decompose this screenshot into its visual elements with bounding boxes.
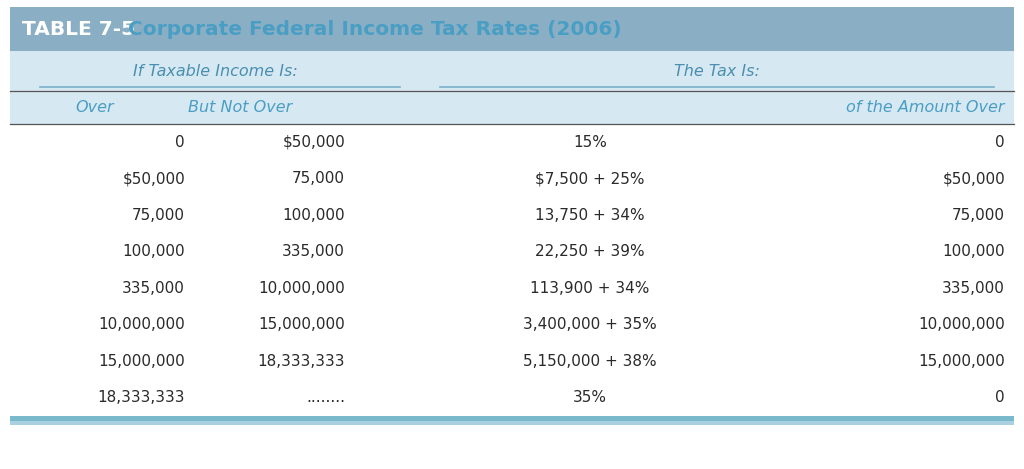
Text: of the Amount Over: of the Amount Over <box>847 100 1005 115</box>
Text: 35%: 35% <box>573 390 607 405</box>
Text: 113,900 + 34%: 113,900 + 34% <box>530 281 649 296</box>
Text: The Tax Is:: The Tax Is: <box>674 63 760 78</box>
Text: 75,000: 75,000 <box>292 171 345 186</box>
Text: 13,750 + 34%: 13,750 + 34% <box>536 208 645 223</box>
Text: ........: ........ <box>306 390 345 405</box>
Bar <box>10 416 1014 421</box>
Text: 75,000: 75,000 <box>952 208 1005 223</box>
Text: TABLE 7-5: TABLE 7-5 <box>22 20 135 38</box>
Text: 3,400,000 + 35%: 3,400,000 + 35% <box>523 317 656 332</box>
Text: 75,000: 75,000 <box>132 208 185 223</box>
Text: 0: 0 <box>175 135 185 150</box>
Text: 15,000,000: 15,000,000 <box>98 354 185 369</box>
Text: But Not Over: But Not Over <box>187 100 292 115</box>
Text: 335,000: 335,000 <box>283 244 345 259</box>
Text: If Taxable Income Is:: If Taxable Income Is: <box>133 63 297 78</box>
Text: $50,000: $50,000 <box>283 135 345 150</box>
Text: 100,000: 100,000 <box>942 244 1005 259</box>
Text: 100,000: 100,000 <box>123 244 185 259</box>
Text: 22,250 + 39%: 22,250 + 39% <box>536 244 645 259</box>
Text: 18,333,333: 18,333,333 <box>257 354 345 369</box>
Text: $50,000: $50,000 <box>122 171 185 186</box>
Text: 10,000,000: 10,000,000 <box>258 281 345 296</box>
Text: 335,000: 335,000 <box>942 281 1005 296</box>
Bar <box>10 7 1014 51</box>
Text: 0: 0 <box>995 390 1005 405</box>
Text: 5,150,000 + 38%: 5,150,000 + 38% <box>523 354 656 369</box>
Text: Over: Over <box>76 100 115 115</box>
Text: Corporate Federal Income Tax Rates (2006): Corporate Federal Income Tax Rates (2006… <box>128 20 622 38</box>
Text: 15,000,000: 15,000,000 <box>258 317 345 332</box>
Text: $50,000: $50,000 <box>942 171 1005 186</box>
Text: 18,333,333: 18,333,333 <box>97 390 185 405</box>
Bar <box>10 421 1014 425</box>
Text: 15%: 15% <box>573 135 607 150</box>
Text: $7,500 + 25%: $7,500 + 25% <box>536 171 645 186</box>
Bar <box>10 51 1014 124</box>
Bar <box>10 124 1014 416</box>
Text: 335,000: 335,000 <box>122 281 185 296</box>
Text: 0: 0 <box>995 135 1005 150</box>
Text: 10,000,000: 10,000,000 <box>919 317 1005 332</box>
Text: 10,000,000: 10,000,000 <box>98 317 185 332</box>
Text: 100,000: 100,000 <box>283 208 345 223</box>
Text: 15,000,000: 15,000,000 <box>919 354 1005 369</box>
